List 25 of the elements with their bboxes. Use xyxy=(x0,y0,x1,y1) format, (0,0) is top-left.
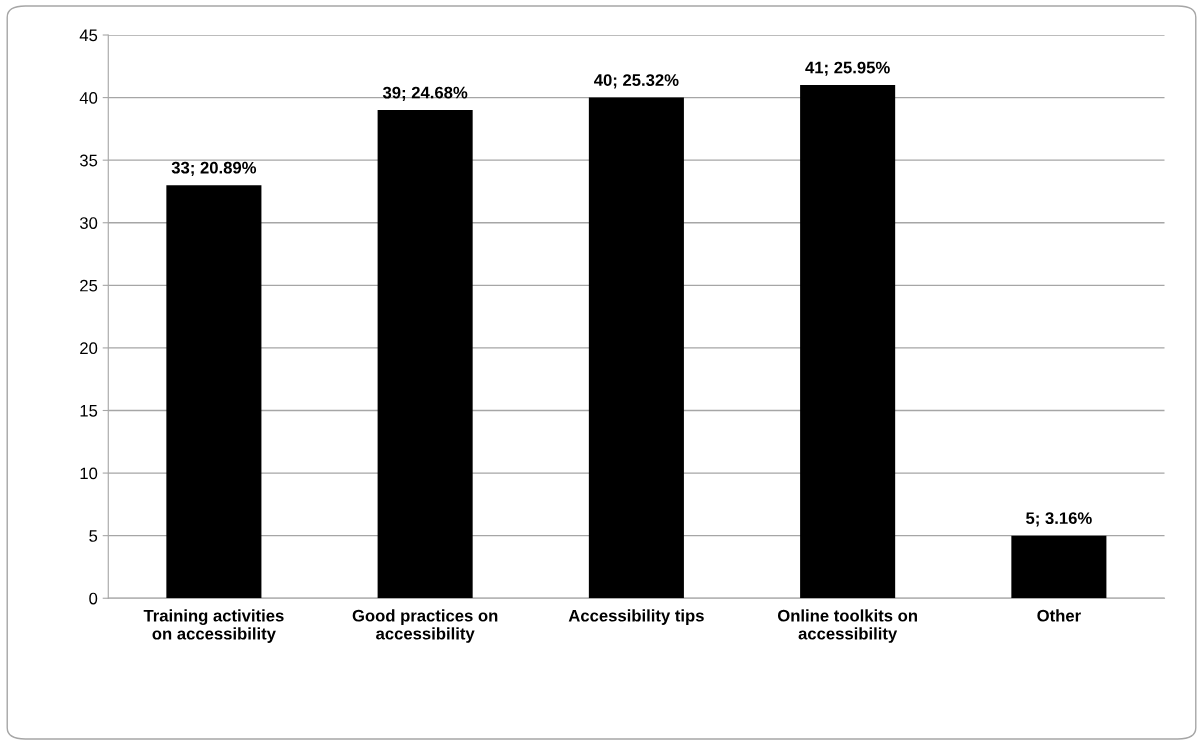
y-tick-label: 45 xyxy=(79,29,98,42)
data-label: 33; 20.89% xyxy=(171,161,257,176)
y-tick-label: 15 xyxy=(80,405,98,417)
y-tick-label: 25 xyxy=(80,279,98,292)
x-tick-label: Good practices on accessibility xyxy=(352,609,498,643)
data-label: 39; 24.68% xyxy=(382,86,468,101)
bar xyxy=(377,110,473,599)
y-tick-label: 0 xyxy=(89,592,98,605)
bar xyxy=(1011,535,1107,599)
data-label: 40; 25.32% xyxy=(594,74,679,89)
bar xyxy=(588,97,684,599)
data-label: 5; 3.16% xyxy=(1026,512,1092,527)
y-tick-label: 35 xyxy=(79,154,98,167)
x-tick-label: Other xyxy=(1037,609,1081,622)
y-tick-label: 20 xyxy=(80,342,98,355)
x-tick-label: Training activities on accessibility xyxy=(143,609,284,643)
data-label: 41; 25.95% xyxy=(805,61,890,76)
y-tick-label: 40 xyxy=(79,92,98,104)
y-tick-label: 10 xyxy=(80,467,98,480)
bar xyxy=(166,185,262,599)
y-tick-label: 5 xyxy=(89,530,98,542)
y-tick-label: 30 xyxy=(79,217,98,229)
x-tick-label: Online toolkits on accessibility xyxy=(777,609,917,643)
x-tick-label: Accessibility tips xyxy=(568,609,704,625)
bar xyxy=(800,85,896,599)
